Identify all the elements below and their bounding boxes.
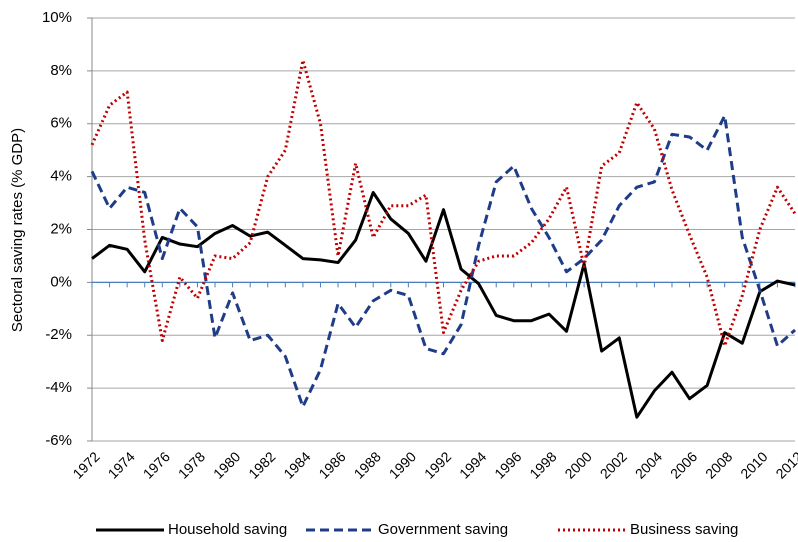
x-tick-label: 1998	[526, 448, 559, 481]
x-tick-label: 1994	[456, 448, 489, 481]
x-tick-label: 1972	[69, 448, 102, 481]
y-tick-label: 8%	[50, 62, 72, 79]
x-tick-label: 2008	[702, 448, 735, 481]
y-tick-label: 10%	[42, 9, 72, 26]
legend-label: Government saving	[378, 521, 508, 538]
series-line	[90, 58, 797, 348]
y-tick-label: -6%	[45, 432, 72, 449]
legend-label: Business saving	[630, 521, 738, 538]
y-tick-label: -4%	[45, 379, 72, 396]
y-tick-label: 0%	[50, 273, 72, 290]
y-tick-label: 6%	[50, 115, 72, 132]
y-tick-label: 2%	[50, 220, 72, 237]
x-tick-label: 2010	[737, 448, 770, 481]
x-tick-label: 1980	[210, 448, 243, 481]
x-tick-label: 2006	[667, 448, 700, 481]
x-tick-label: 1974	[105, 448, 138, 481]
series-line	[90, 114, 797, 409]
x-tick-label: 2004	[632, 448, 665, 481]
x-tick-label: 1976	[140, 448, 173, 481]
x-tick-label: 1996	[491, 448, 524, 481]
series-line	[91, 190, 796, 419]
y-tick-label: -2%	[45, 326, 72, 343]
x-tick-label: 2002	[597, 448, 630, 481]
x-tick-label: 1978	[175, 448, 208, 481]
x-tick-label: 1990	[386, 448, 419, 481]
x-tick-label: 2000	[561, 448, 594, 481]
x-tick-label: 1992	[421, 448, 454, 481]
x-tick-label: 1984	[280, 448, 313, 481]
x-tick-label: 2012	[772, 448, 798, 481]
x-tick-label: 1982	[245, 448, 278, 481]
legend-label: Household saving	[168, 521, 287, 538]
x-tick-label: 1986	[315, 448, 348, 481]
x-tick-label: 1988	[351, 448, 384, 481]
y-axis-label: Sectoral saving rates (% GDP)	[9, 128, 26, 332]
y-tick-label: 4%	[50, 168, 72, 185]
